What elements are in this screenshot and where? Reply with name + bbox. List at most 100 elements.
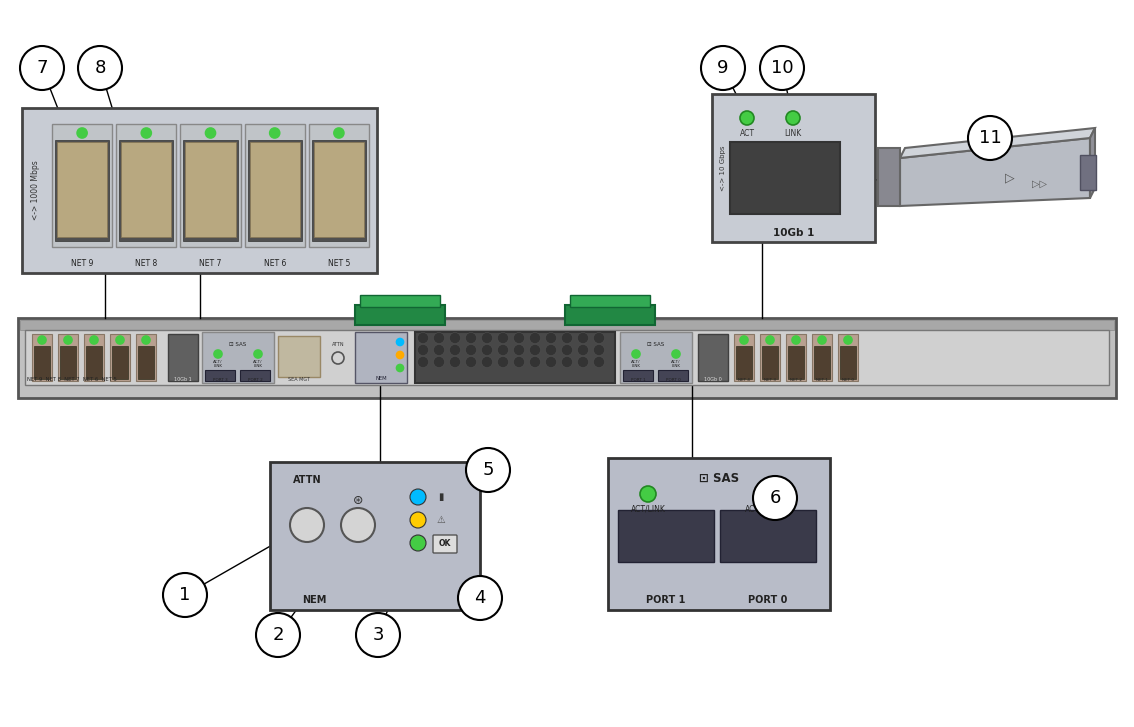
Bar xyxy=(202,332,274,383)
Circle shape xyxy=(672,350,680,358)
Bar xyxy=(116,124,177,247)
Circle shape xyxy=(530,345,541,356)
Text: 1: 1 xyxy=(179,586,191,604)
Text: 10Gb 1: 10Gb 1 xyxy=(175,377,192,382)
Circle shape xyxy=(561,332,573,343)
Circle shape xyxy=(333,128,344,138)
Text: ATTN: ATTN xyxy=(293,475,321,485)
Circle shape xyxy=(449,345,460,356)
Text: PORT 1: PORT 1 xyxy=(646,595,686,605)
Bar xyxy=(618,510,714,562)
Circle shape xyxy=(142,128,151,138)
Circle shape xyxy=(78,46,122,90)
Circle shape xyxy=(466,448,510,492)
Bar xyxy=(32,334,52,381)
Circle shape xyxy=(142,336,150,344)
Bar xyxy=(278,336,320,377)
Text: PORT 1: PORT 1 xyxy=(631,378,645,382)
Text: <-> 1000 Mbps: <-> 1000 Mbps xyxy=(32,161,41,220)
Text: ACT/
LINK: ACT/ LINK xyxy=(213,360,222,369)
Bar xyxy=(121,142,171,237)
Circle shape xyxy=(701,46,745,90)
Text: 10: 10 xyxy=(771,59,794,77)
Circle shape xyxy=(968,116,1012,160)
Bar xyxy=(185,142,236,237)
Text: ⊡ SAS: ⊡ SAS xyxy=(699,472,739,484)
Bar xyxy=(84,334,104,381)
Bar xyxy=(308,124,369,247)
Circle shape xyxy=(214,350,222,358)
Text: NET 9  NET 8  NET 7  NET 6  NET 5: NET 9 NET 8 NET 7 NET 6 NET 5 xyxy=(27,377,117,382)
Text: LINK: LINK xyxy=(785,129,802,137)
Bar xyxy=(270,462,480,610)
Text: ⚠: ⚠ xyxy=(437,515,446,525)
Text: 5: 5 xyxy=(482,461,493,479)
Circle shape xyxy=(356,613,400,657)
Bar xyxy=(18,318,1116,398)
Text: ACT/LINK: ACT/LINK xyxy=(745,505,779,513)
Text: 9: 9 xyxy=(717,59,729,77)
Circle shape xyxy=(786,111,799,125)
Circle shape xyxy=(754,486,770,502)
Circle shape xyxy=(760,46,804,90)
Bar xyxy=(180,124,240,247)
Bar xyxy=(838,334,858,381)
Polygon shape xyxy=(900,138,1090,206)
Circle shape xyxy=(498,345,508,356)
Circle shape xyxy=(844,336,852,344)
Bar xyxy=(205,370,235,381)
Text: 4: 4 xyxy=(474,589,485,607)
Circle shape xyxy=(792,336,799,344)
Bar xyxy=(623,370,653,381)
Bar xyxy=(112,346,128,379)
Bar xyxy=(620,332,692,383)
Circle shape xyxy=(530,356,541,368)
Bar xyxy=(249,142,299,237)
Bar xyxy=(786,334,806,381)
Bar xyxy=(119,140,174,241)
Circle shape xyxy=(90,336,98,344)
Bar xyxy=(138,346,154,379)
Bar xyxy=(86,346,102,379)
Bar xyxy=(20,320,1114,330)
Circle shape xyxy=(530,332,541,343)
Bar xyxy=(22,108,376,273)
Circle shape xyxy=(514,345,525,356)
Text: NET 1: NET 1 xyxy=(816,378,828,382)
Bar xyxy=(359,295,440,307)
Bar xyxy=(712,94,875,242)
Text: OK: OK xyxy=(439,539,451,547)
Text: 6: 6 xyxy=(769,489,780,507)
Text: 2: 2 xyxy=(272,626,284,644)
Bar xyxy=(608,458,830,610)
Bar xyxy=(58,334,78,381)
Circle shape xyxy=(640,486,655,502)
Text: 7: 7 xyxy=(36,59,48,77)
Bar xyxy=(57,142,108,237)
Circle shape xyxy=(465,345,476,356)
Circle shape xyxy=(482,356,492,368)
Text: ACT/LINK: ACT/LINK xyxy=(631,505,666,513)
Text: NET 6: NET 6 xyxy=(263,260,286,268)
Text: NET 5: NET 5 xyxy=(328,260,350,268)
Text: NEM: NEM xyxy=(302,595,327,605)
Circle shape xyxy=(433,332,445,343)
Bar xyxy=(878,148,900,206)
Circle shape xyxy=(818,336,826,344)
Text: 10Gb 1: 10Gb 1 xyxy=(772,228,814,238)
Text: NET 0: NET 0 xyxy=(843,378,854,382)
Text: ⊡ SAS: ⊡ SAS xyxy=(229,342,246,347)
Circle shape xyxy=(397,339,404,345)
FancyBboxPatch shape xyxy=(433,535,457,553)
Bar xyxy=(788,346,804,379)
Text: NET 9: NET 9 xyxy=(71,260,93,268)
Text: ACT/
LINK: ACT/ LINK xyxy=(671,360,680,369)
Text: ▷: ▷ xyxy=(1005,172,1015,185)
Bar xyxy=(314,142,364,237)
Bar xyxy=(734,334,754,381)
Circle shape xyxy=(433,345,445,356)
Circle shape xyxy=(205,128,215,138)
Circle shape xyxy=(163,573,208,617)
Bar xyxy=(184,140,238,241)
Text: 10Gb 0: 10Gb 0 xyxy=(704,377,722,382)
